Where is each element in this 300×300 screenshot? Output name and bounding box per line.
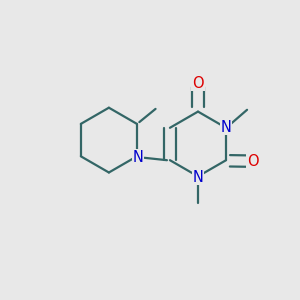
Text: O: O — [192, 76, 204, 91]
Text: N: N — [132, 150, 143, 165]
Text: N: N — [220, 120, 232, 135]
Text: O: O — [247, 154, 258, 169]
Text: N: N — [193, 169, 203, 184]
